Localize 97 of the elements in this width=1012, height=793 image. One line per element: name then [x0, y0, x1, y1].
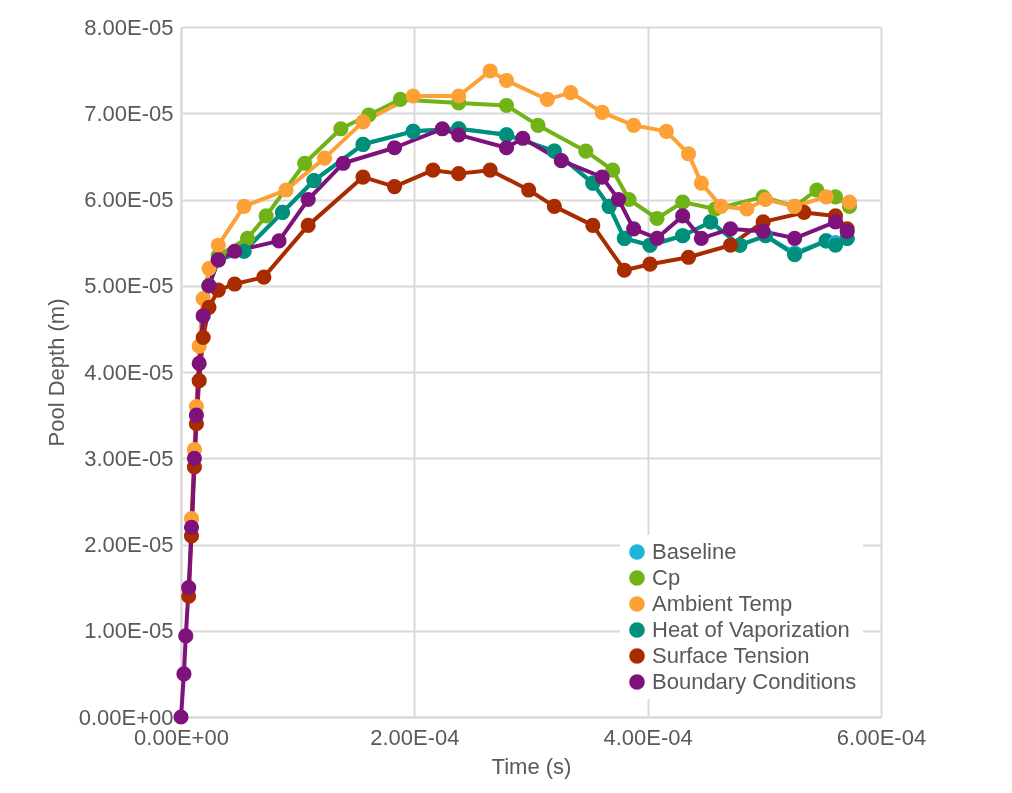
point [498, 97, 515, 114]
x-tick-label: 6.00E-04 [836, 724, 927, 750]
point [333, 121, 349, 137]
point [605, 162, 621, 178]
point [553, 153, 569, 169]
point [521, 182, 537, 198]
point [649, 210, 665, 227]
x-tick-label: 4.00E-04 [603, 724, 693, 750]
point [818, 189, 834, 205]
y-tick-label: 3.00E-05 [84, 445, 174, 471]
point [256, 269, 272, 285]
point [355, 114, 371, 130]
point [539, 91, 555, 108]
point [755, 223, 771, 239]
y-tick-label: 8.00E-05 [84, 14, 174, 40]
point [675, 194, 691, 210]
y-tick-label: 7.00E-05 [84, 100, 174, 126]
legend-label: Boundary Conditions [652, 669, 857, 694]
point [191, 373, 207, 389]
point [626, 117, 642, 133]
y-tick-label: 4.00E-05 [84, 359, 174, 385]
point [191, 355, 207, 371]
point [186, 450, 202, 466]
point [335, 155, 351, 171]
y-tick-label: 6.00E-05 [84, 187, 174, 212]
y-axis-title: Pool Depth (m) [43, 298, 69, 447]
point [227, 276, 243, 292]
point [181, 580, 197, 596]
point [739, 201, 755, 217]
point [386, 178, 403, 195]
point [693, 230, 709, 246]
point [386, 140, 403, 156]
point [680, 146, 697, 162]
point [680, 249, 697, 265]
point [578, 143, 594, 159]
point [434, 121, 450, 137]
point [405, 88, 421, 104]
point [515, 130, 531, 146]
point [176, 666, 192, 682]
point [300, 191, 316, 208]
point [722, 237, 739, 253]
point [563, 84, 579, 101]
point [239, 230, 256, 246]
point [425, 162, 441, 178]
point [787, 230, 803, 246]
point [451, 88, 467, 104]
point [610, 191, 627, 208]
point [451, 127, 467, 143]
point [300, 217, 316, 233]
point [498, 72, 515, 89]
point [722, 221, 739, 237]
y-tick-label: 5.00E-05 [84, 273, 174, 299]
point [841, 194, 858, 210]
point [482, 162, 498, 178]
point [188, 407, 204, 423]
legend-label: Cp [652, 565, 681, 590]
point [626, 221, 642, 237]
legend-label: Heat of Vaporization [652, 617, 850, 642]
point [173, 709, 189, 725]
y-tick-label: 1.00E-05 [84, 618, 174, 644]
point [451, 166, 467, 182]
point [183, 519, 200, 535]
point [178, 628, 194, 644]
point [278, 182, 294, 198]
point [594, 104, 610, 120]
point [210, 237, 226, 253]
point [236, 198, 252, 214]
y-tick-label: 2.00E-05 [84, 532, 174, 557]
point [271, 233, 287, 249]
point [195, 329, 211, 346]
legend-label: Baseline [652, 539, 737, 564]
point [355, 169, 371, 185]
legend-label: Ambient Temp [652, 591, 793, 616]
point [675, 208, 691, 224]
point [482, 63, 498, 79]
point [642, 256, 658, 272]
point [546, 198, 562, 214]
point [195, 308, 211, 324]
point [297, 155, 313, 171]
point [392, 91, 408, 108]
point [827, 214, 844, 230]
legend-label: Surface Tension [652, 643, 810, 668]
point [201, 260, 217, 277]
point [585, 217, 601, 233]
point [649, 230, 665, 246]
point [594, 169, 610, 185]
point [616, 262, 632, 278]
point [713, 198, 729, 214]
x-tick-label: 2.00E-04 [370, 724, 460, 750]
point [316, 150, 333, 166]
point [658, 123, 674, 139]
point [693, 175, 709, 191]
point [258, 208, 274, 224]
point [530, 117, 546, 133]
point [498, 140, 515, 156]
point [227, 243, 243, 259]
x-axis-title: Time (s) [491, 753, 572, 779]
